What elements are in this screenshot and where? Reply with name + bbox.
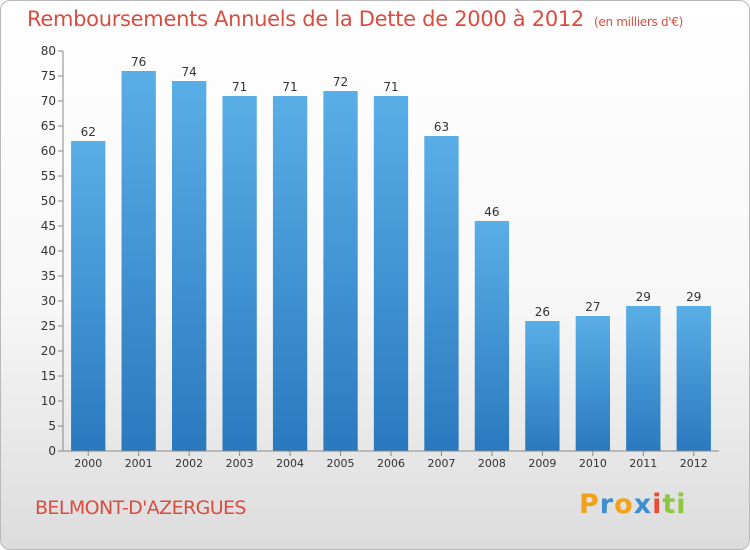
y-tick-label: 70: [41, 94, 56, 108]
bar-2009: [525, 321, 560, 451]
x-tick-label: 2005: [327, 457, 355, 470]
bar-2001: [121, 71, 156, 451]
y-tick-label: 80: [41, 44, 56, 58]
bar-value-label: 76: [131, 55, 146, 69]
y-tick-label: 15: [41, 369, 56, 383]
y-tick-label: 45: [41, 219, 56, 233]
title-text: Remboursements Annuels de la Dette de 20…: [27, 7, 584, 31]
y-tick-label: 5: [48, 419, 56, 433]
bar-value-label: 71: [282, 80, 297, 94]
y-tick-label: 25: [41, 319, 56, 333]
bar-value-label: 63: [434, 120, 449, 134]
y-tick-label: 55: [41, 169, 56, 183]
logo-letter: x: [633, 489, 653, 520]
bar-2000: [71, 141, 106, 451]
logo-letter: i: [652, 489, 663, 520]
bar-2012: [676, 306, 711, 451]
bar-2011: [626, 306, 661, 451]
logo-letter: o: [614, 489, 634, 520]
logo-letter: i: [676, 489, 687, 520]
logo-letter: t: [662, 489, 677, 520]
x-tick-label: 2008: [478, 457, 506, 470]
bar-2008: [474, 221, 510, 451]
chart-title: Remboursements Annuels de la Dette de 20…: [27, 7, 683, 31]
bar-value-label: 74: [182, 65, 197, 79]
x-tick-label: 2006: [377, 457, 405, 470]
y-tick-label: 30: [41, 294, 56, 308]
bar-value-label: 72: [333, 75, 348, 89]
x-tick-label: 2002: [175, 457, 203, 470]
bar-value-label: 26: [535, 305, 550, 319]
bar-2010: [575, 316, 611, 451]
y-tick-label: 50: [41, 194, 56, 208]
bar-value-label: 71: [232, 80, 247, 94]
y-tick-label: 35: [41, 269, 56, 283]
y-tick-label: 0: [48, 444, 56, 458]
bar-2005: [323, 91, 358, 451]
proxiti-logo[interactable]: Proxiti: [579, 489, 687, 520]
y-tick-label: 75: [41, 69, 56, 83]
x-axis: 2000 2001 2002 2003 2004 2005 2006 2007 2008 2009…: [63, 450, 719, 470]
bar-2007: [424, 136, 459, 451]
bar-value-label: 71: [383, 80, 398, 94]
bars: 62 76 74 71 71 72 71 63 46 26 27 29 29: [71, 55, 711, 451]
city-name: BELMONT-D'AZERGUES: [35, 497, 246, 519]
y-axis: 0 5 10 15 20 25 30 35 40 45 50 55 60 65 70 75 80: [41, 44, 64, 458]
y-tick-label: 60: [41, 144, 56, 158]
x-tick-label: 2009: [528, 457, 556, 470]
x-tick-label: 2001: [125, 457, 153, 470]
y-tick-label: 10: [41, 394, 56, 408]
x-tick-label: 2000: [74, 457, 102, 470]
bar-2006: [373, 96, 409, 451]
bar-value-label: 46: [484, 205, 499, 219]
x-tick-label: 2004: [276, 457, 304, 470]
x-tick-label: 2007: [427, 457, 455, 470]
logo-letter: r: [599, 489, 615, 520]
bar-2002: [171, 81, 207, 451]
y-tick-label: 40: [41, 244, 56, 258]
x-tick-label: 2003: [226, 457, 254, 470]
bar-2003: [222, 96, 257, 451]
bar-value-label: 62: [81, 125, 96, 139]
bar-2004: [272, 96, 308, 451]
x-tick-label: 2010: [579, 457, 607, 470]
bar-value-label: 29: [686, 290, 701, 304]
bar-value-label: 27: [585, 300, 600, 314]
x-tick-label: 2011: [629, 457, 657, 470]
bar-value-label: 29: [636, 290, 651, 304]
y-tick-label: 65: [41, 119, 56, 133]
logo-letter: P: [579, 489, 600, 520]
y-tick-label: 20: [41, 344, 56, 358]
x-tick-label: 2012: [680, 457, 708, 470]
chart-subtitle: (en milliers d'€): [594, 15, 684, 29]
